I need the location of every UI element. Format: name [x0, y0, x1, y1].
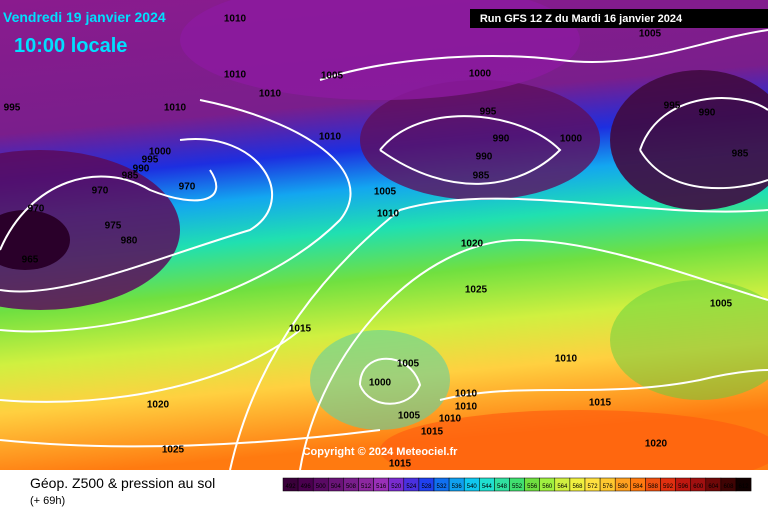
isobar-label: 1010 — [224, 14, 247, 25]
isobar-label: 1010 — [377, 209, 400, 220]
scale-label: 572 — [588, 484, 599, 490]
isobar-label: 985 — [473, 171, 490, 182]
scale-label: 508 — [346, 484, 357, 490]
isobar-label: 985 — [122, 171, 139, 182]
scale-label: 584 — [633, 484, 644, 490]
scale-label: 592 — [663, 484, 674, 490]
isobar-label: 995 — [664, 101, 681, 112]
isobar-label: 995 — [142, 155, 159, 166]
isobars — [0, 29, 768, 471]
scale-label: 608 — [723, 484, 734, 490]
isobar-label: 1015 — [289, 324, 312, 335]
run-info: Run GFS 12 Z du Mardi 16 janvier 2024 — [480, 13, 683, 25]
color-scale: 492 496 500 504 508 512 516 520 524 528 532 536 540 5… — [282, 477, 752, 492]
scale-label: 520 — [391, 484, 402, 490]
footer-title: Géop. Z500 & pression au sol — [30, 475, 215, 491]
scale-label: 540 — [467, 484, 478, 490]
isobar-label: 1025 — [465, 285, 488, 296]
isobar-label: 990 — [699, 108, 716, 119]
isobar-label: 1020 — [461, 239, 484, 250]
isobar-label: 1015 — [389, 459, 412, 470]
local-time: 10:00 locale — [14, 35, 127, 57]
scale-label: 568 — [572, 484, 583, 490]
isobar-label: 1000 — [560, 134, 583, 145]
isobar-label: 970 — [92, 186, 109, 197]
scale-label: 496 — [301, 484, 312, 490]
isobar-label: 1010 — [224, 70, 247, 81]
isobar-label: 975 — [105, 221, 122, 232]
isobar-label: 985 — [732, 149, 749, 160]
copyright: Copyright © 2024 Meteociel.fr — [303, 446, 459, 458]
scale-swatch — [735, 477, 752, 492]
scale-label: 588 — [648, 484, 659, 490]
isobar-label: 965 — [22, 255, 39, 266]
isobar-label: 980 — [121, 236, 138, 247]
scale-label: 500 — [316, 484, 327, 490]
run-box — [470, 9, 768, 28]
scale-label: 560 — [542, 484, 553, 490]
isobar-label: 1010 — [164, 103, 187, 114]
isobar-label: 990 — [476, 152, 493, 163]
isobar-label: 1015 — [589, 398, 612, 409]
isobar-label: 1005 — [374, 187, 397, 198]
scale-label: 504 — [331, 484, 342, 490]
isobar-label: 1000 — [369, 378, 392, 389]
scale-label: 576 — [603, 484, 614, 490]
scale-label: 604 — [708, 484, 719, 490]
isobar-label: 1010 — [439, 414, 462, 425]
geopotential-shading — [0, 0, 768, 490]
isobar-label: 1020 — [645, 439, 668, 450]
isobar-label: 1010 — [259, 89, 282, 100]
scale-label: 532 — [437, 484, 448, 490]
scale-label: 512 — [361, 484, 372, 490]
valid-date: Vendredi 19 janvier 2024 — [3, 9, 166, 25]
scale-label: 612 — [739, 484, 750, 490]
lead-time: (+ 69h) — [30, 495, 65, 507]
scale-label: 516 — [376, 484, 387, 490]
isobar-label: 1010 — [319, 132, 342, 143]
isobar-label: 1005 — [397, 359, 420, 370]
scale-label: 544 — [482, 484, 493, 490]
scale-label: 600 — [693, 484, 704, 490]
isobar-label: 970 — [179, 182, 196, 193]
scale-label: 556 — [527, 484, 538, 490]
scale-label: 492 — [286, 484, 297, 490]
isobar-label: 990 — [493, 134, 510, 145]
isobar-label: 995 — [480, 107, 497, 118]
isobar-label: 1005 — [321, 71, 344, 82]
isobar-label: 1020 — [147, 400, 170, 411]
isobar-label: 990 — [133, 164, 150, 175]
isobar-label: 1010 — [555, 354, 578, 365]
scale-label: 580 — [618, 484, 629, 490]
isobar-label: 1015 — [421, 427, 444, 438]
isobar-label: 1025 — [162, 445, 185, 456]
isobar-label: 1000 — [469, 69, 492, 80]
scale-label: 596 — [678, 484, 689, 490]
scale-label: 536 — [452, 484, 463, 490]
scale-label: 552 — [512, 484, 523, 490]
isobar-label: 1010 — [455, 389, 478, 400]
isobar-label: 995 — [4, 103, 21, 114]
isobar-label: 1005 — [639, 29, 662, 40]
scale-label: 564 — [557, 484, 568, 490]
isobar-label: 1005 — [398, 411, 421, 422]
isobar-label: 1000 — [149, 147, 172, 158]
isobar-label: 1005 — [710, 299, 733, 310]
scale-label: 528 — [421, 484, 432, 490]
isobar-label: 1010 — [455, 402, 478, 413]
scale-label: 548 — [497, 484, 508, 490]
isobar-label: 970 — [28, 204, 45, 215]
scale-label: 524 — [406, 484, 417, 490]
